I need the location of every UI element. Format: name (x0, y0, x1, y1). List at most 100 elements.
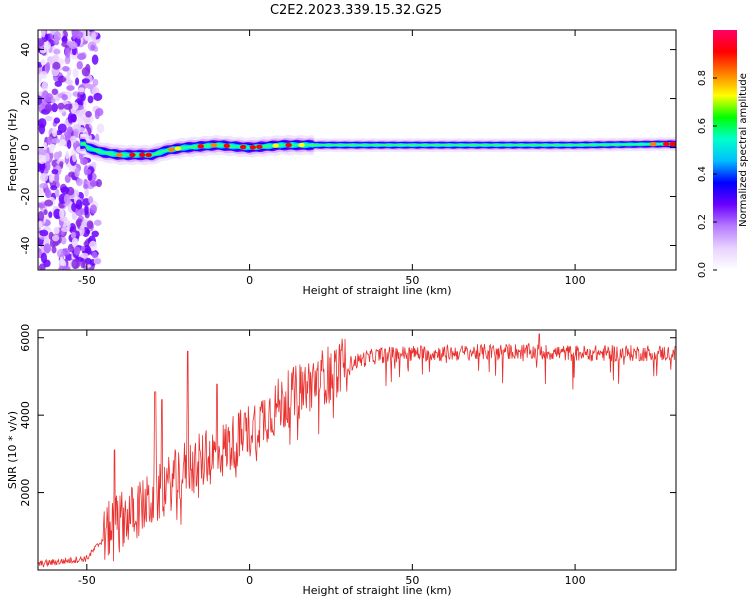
spectrogram-cells (38, 30, 676, 270)
noise-cell (53, 226, 60, 235)
spectrogram-panel: -50 0 50 100 -40 -20 0 20 40 Height of straight l… (6, 29, 677, 297)
noise-cell (85, 123, 90, 130)
noise-cell (41, 90, 49, 102)
noise-cell (40, 172, 49, 182)
noise-cell (73, 246, 81, 256)
noise-cell (75, 206, 84, 217)
noise-cell (83, 183, 89, 190)
noise-cell (53, 30, 61, 42)
colorbar-label: Normalized spectral amplitude (738, 73, 749, 227)
y-tick-label: 20 (19, 92, 32, 106)
noise-cell (60, 236, 67, 245)
noise-cell (54, 188, 60, 198)
noise-cell (70, 135, 77, 144)
noise-cell (38, 94, 43, 106)
noise-cell (85, 110, 92, 118)
snr-line-panel: -50 0 50 100 2000 4000 6000 Height of straight … (6, 324, 677, 597)
noise-cell (61, 226, 70, 232)
noise-cell (44, 161, 51, 171)
noise-cell (63, 193, 71, 204)
noise-cell (79, 224, 85, 236)
noise-cell (41, 30, 46, 38)
noise-cell (50, 97, 56, 104)
ridge-hotspot (129, 152, 136, 158)
noise-cell (80, 245, 86, 252)
noise-cell (81, 78, 90, 84)
y-tick-label: 6000 (19, 324, 32, 352)
noise-cell (76, 61, 83, 70)
noise-cell (78, 127, 86, 135)
noise-cell (66, 84, 75, 91)
noise-cell (38, 123, 46, 135)
noise-cell (54, 172, 60, 184)
noise-cell (40, 164, 46, 170)
y-tick-label: -40 (19, 237, 32, 255)
x-tick-label: 50 (405, 574, 419, 587)
noise-cell (42, 142, 48, 151)
noise-cell (39, 70, 48, 79)
figure-title: C2E2.2023.339.15.32.G25 (270, 3, 442, 18)
noise-cell (53, 48, 61, 55)
noise-cell (84, 205, 89, 216)
noise-cell (85, 229, 91, 235)
noise-cell (80, 252, 89, 259)
noise-cell (51, 137, 61, 144)
noise-cell (85, 169, 92, 175)
y-tick-label: 40 (19, 43, 32, 57)
noise-cell (40, 252, 48, 264)
colorbar-gradient (713, 30, 737, 270)
noise-cell (49, 143, 55, 154)
noise-cell (91, 230, 99, 238)
noise-cell (93, 92, 103, 101)
x-tick-label: 50 (405, 274, 419, 287)
ridge-hotspot (298, 142, 305, 148)
noise-cell (76, 178, 83, 187)
noise-cell (74, 167, 80, 178)
noise-cell (51, 102, 58, 113)
noise-cell (87, 95, 94, 104)
noise-cell (60, 186, 70, 195)
noise-cell (66, 139, 72, 149)
snr-series-line (38, 333, 676, 568)
noise-cell (88, 240, 98, 252)
noise-cell (40, 59, 46, 66)
colorbar-tick-label: 0.0 (697, 262, 708, 278)
snr-frame (37, 329, 677, 571)
ridge-hotspot (210, 143, 217, 148)
noise-cell (38, 203, 46, 209)
colorbar-tick-label: 0.2 (697, 214, 708, 230)
noise-cell (39, 229, 49, 237)
noise-cell (68, 171, 76, 178)
noise-cell (44, 115, 53, 122)
noise-cell (59, 208, 65, 219)
ridge-hotspot (669, 141, 676, 147)
noise-cell (91, 251, 98, 259)
noise-cell (75, 77, 80, 86)
noise-cell (91, 54, 99, 65)
ridge-hotspot (239, 144, 247, 150)
noise-cell (60, 216, 68, 222)
noise-cell (38, 220, 43, 228)
noise-cell (38, 260, 41, 267)
noise-cell (90, 179, 97, 188)
heatmap-frame (37, 29, 677, 271)
colorbar: 0.0 0.2 0.4 0.6 0.8 Normalized spectral ampli… (697, 30, 749, 278)
colorbar-tick-label: 0.8 (697, 70, 708, 86)
noise-cell (70, 231, 76, 239)
noise-cell (51, 246, 57, 254)
noise-cell (38, 153, 47, 165)
noise-cell (75, 199, 83, 210)
noise-cell (78, 87, 85, 93)
noise-cell (58, 76, 67, 83)
y-tick-label: 2000 (19, 479, 32, 507)
noise-cell (92, 78, 99, 87)
noise-cell (84, 186, 89, 198)
noise-cell (51, 234, 60, 242)
noise-cell (45, 61, 51, 72)
ridge-hotspot (249, 145, 257, 150)
noise-cell (39, 182, 49, 189)
noise-cell (80, 158, 89, 166)
noise-cell (71, 259, 81, 269)
noise-cell (38, 38, 45, 47)
x-axis-label: Height of straight line (km) (302, 584, 451, 597)
